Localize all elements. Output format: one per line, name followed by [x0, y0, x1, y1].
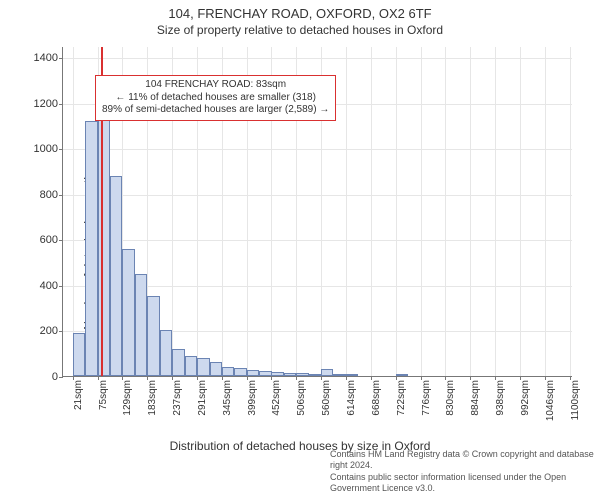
x-tick-label: 722sqm — [396, 380, 407, 416]
x-tick-label: 560sqm — [321, 380, 332, 416]
histogram-bar — [309, 374, 321, 376]
x-tick-label: 938sqm — [495, 380, 506, 416]
y-tick-mark — [59, 286, 63, 287]
histogram-bar — [85, 121, 97, 376]
histogram-bar — [185, 356, 197, 376]
chart-titles: 104, FRENCHAY ROAD, OXFORD, OX2 6TF Size… — [0, 6, 600, 37]
chart-outer: Number of detached properties 0200400600… — [0, 37, 600, 457]
x-tick-label: 614sqm — [346, 380, 357, 416]
y-tick-mark — [59, 240, 63, 241]
x-tick-label: 237sqm — [172, 380, 183, 416]
gridline-vertical — [495, 47, 496, 376]
gridline-vertical — [73, 47, 74, 376]
x-tick-label: 129sqm — [122, 380, 133, 416]
y-tick-label: 1000 — [34, 143, 58, 155]
gridline-vertical — [396, 47, 397, 376]
y-tick-mark — [59, 331, 63, 332]
x-tick-label: 21sqm — [73, 380, 84, 410]
histogram-bar — [247, 370, 259, 376]
footer-line-2: Contains public sector information licen… — [330, 472, 600, 495]
x-tick-label: 345sqm — [222, 380, 233, 416]
y-tick-label: 200 — [40, 325, 58, 337]
gridline-vertical — [371, 47, 372, 376]
gridline-vertical — [421, 47, 422, 376]
x-tick-label: 75sqm — [98, 380, 109, 410]
x-tick-label: 506sqm — [296, 380, 307, 416]
histogram-bar — [110, 176, 122, 376]
x-tick-label: 1100sqm — [570, 380, 581, 420]
y-tick-mark — [59, 149, 63, 150]
x-tick-label: 830sqm — [445, 380, 456, 416]
histogram-bar — [321, 369, 333, 376]
legend-line-1: 104 FRENCHAY ROAD: 83sqm — [102, 79, 329, 92]
legend-box: 104 FRENCHAY ROAD: 83sqm← 11% of detache… — [95, 75, 336, 121]
x-tick-label: 668sqm — [371, 380, 382, 416]
x-tick-label: 992sqm — [520, 380, 531, 416]
histogram-bar — [160, 330, 172, 376]
histogram-bar — [147, 296, 159, 376]
gridline-vertical — [445, 47, 446, 376]
y-tick-mark — [59, 58, 63, 59]
gridline-vertical — [570, 47, 571, 376]
x-tick-label: 1046sqm — [545, 380, 556, 421]
histogram-bar — [73, 333, 85, 376]
histogram-bar — [122, 249, 134, 376]
legend-line-2: ← 11% of detached houses are smaller (31… — [102, 92, 329, 105]
y-tick-label: 800 — [40, 189, 58, 201]
gridline-vertical — [470, 47, 471, 376]
histogram-bar — [222, 367, 234, 376]
histogram-bar — [98, 119, 110, 376]
x-tick-label: 291sqm — [197, 380, 208, 416]
histogram-bar — [271, 372, 283, 376]
histogram-bar — [284, 373, 296, 376]
histogram-bar — [197, 358, 209, 376]
y-tick-label: 0 — [52, 371, 58, 383]
gridline-vertical — [545, 47, 546, 376]
gridline-vertical — [520, 47, 521, 376]
y-tick-label: 1200 — [34, 98, 58, 110]
footer-attribution: Contains HM Land Registry data © Crown c… — [330, 449, 600, 494]
x-tick-label: 183sqm — [147, 380, 158, 416]
title-line-2: Size of property relative to detached ho… — [0, 23, 600, 37]
x-tick-label: 776sqm — [421, 380, 432, 416]
histogram-bar — [135, 274, 147, 376]
plot-area: 020040060080010001200140021sqm75sqm129sq… — [62, 47, 572, 377]
histogram-bar — [396, 374, 408, 376]
x-tick-label: 884sqm — [470, 380, 481, 416]
legend-line-3: 89% of semi-detached houses are larger (… — [102, 104, 329, 117]
title-line-1: 104, FRENCHAY ROAD, OXFORD, OX2 6TF — [0, 6, 600, 21]
histogram-bar — [296, 373, 308, 376]
x-tick-label: 399sqm — [247, 380, 258, 416]
y-tick-mark — [59, 195, 63, 196]
footer-line-1: Contains HM Land Registry data © Crown c… — [330, 449, 600, 472]
histogram-bar — [333, 374, 345, 376]
y-tick-label: 1400 — [34, 52, 58, 64]
histogram-bar — [346, 374, 358, 376]
histogram-bar — [234, 368, 246, 376]
y-tick-mark — [59, 104, 63, 105]
y-tick-mark — [59, 377, 63, 378]
histogram-bar — [259, 371, 271, 376]
y-tick-label: 400 — [40, 280, 58, 292]
histogram-bar — [172, 349, 184, 376]
histogram-bar — [210, 362, 222, 376]
y-tick-label: 600 — [40, 234, 58, 246]
gridline-vertical — [346, 47, 347, 376]
x-tick-label: 452sqm — [271, 380, 282, 416]
